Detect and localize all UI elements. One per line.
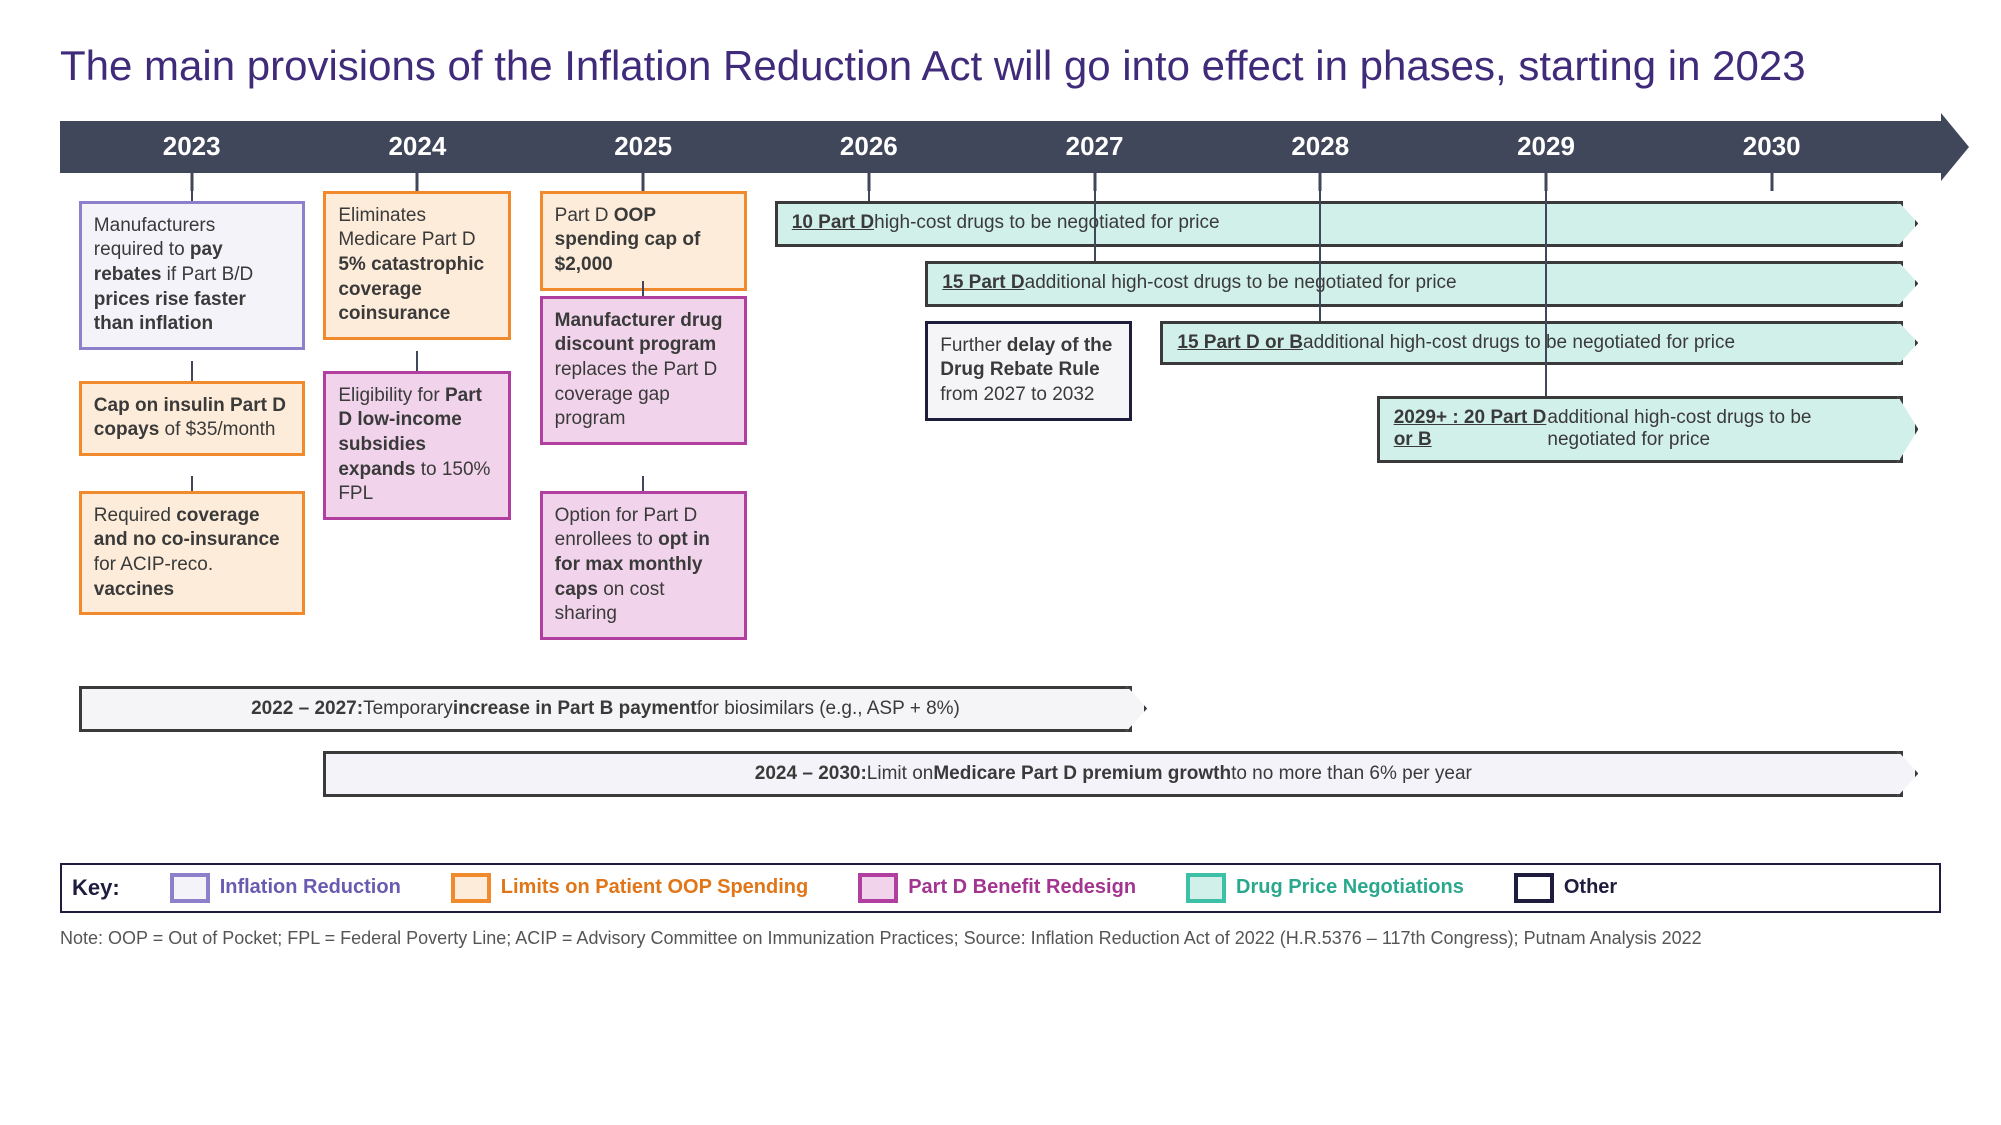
tick (416, 173, 419, 191)
tick (190, 173, 193, 191)
connector (1545, 191, 1547, 396)
tick (1093, 173, 1096, 191)
tick (867, 173, 870, 191)
box-2023-rebates: Manufacturers required to pay rebates if… (79, 201, 305, 350)
bar-biosimilars: 2022 – 2027: Temporary increase in Part … (79, 686, 1132, 732)
legend-item-inflation: Inflation Reduction (170, 873, 401, 903)
year-label: 2024 (388, 131, 446, 162)
year-label: 2030 (1743, 131, 1801, 162)
box-2027-rebaterule: Further delay of the Drug Rebate Rule fr… (925, 321, 1132, 421)
year-label: 2027 (1066, 131, 1124, 162)
legend-item-oop: Limits on Patient OOP Spending (451, 873, 808, 903)
connector (416, 351, 418, 371)
box-2025-oopcap: Part D OOP spending cap of $2,000 (540, 191, 747, 291)
box-2024-lowincome: Eligibility for Part D low-income subsid… (323, 371, 511, 520)
legend-text: Limits on Patient OOP Spending (501, 876, 808, 899)
connector (191, 361, 193, 381)
connector (191, 476, 193, 491)
tick (1544, 173, 1547, 191)
legend-label: Key: (72, 875, 120, 901)
legend-text: Drug Price Negotiations (1236, 876, 1464, 899)
tick (1770, 173, 1773, 191)
tick (1319, 173, 1322, 191)
bar-2026-10partd: 10 Part D high-cost drugs to be negotiat… (775, 201, 1904, 247)
timeline: 2023 2024 2025 2026 2027 2028 2029 2030 Manufac… (60, 121, 1941, 851)
legend-text: Other (1564, 876, 1617, 899)
legend-item-negotiate: Drug Price Negotiations (1186, 873, 1464, 903)
year-label: 2028 (1291, 131, 1349, 162)
connector (642, 476, 644, 491)
year-label: 2029 (1517, 131, 1575, 162)
swatch-icon (1186, 873, 1226, 903)
year-label: 2025 (614, 131, 672, 162)
swatch-icon (451, 873, 491, 903)
legend-item-other: Other (1514, 873, 1617, 903)
year-label: 2026 (840, 131, 898, 162)
box-2025-discount: Manufacturer drug discount program repla… (540, 296, 747, 445)
box-2023-insulin: Cap on insulin Part D copays of $35/mont… (79, 381, 305, 456)
footnote: Note: OOP = Out of Pocket; FPL = Federal… (60, 927, 1941, 950)
year-label: 2023 (163, 131, 221, 162)
bar-2027-15partd: 15 Part D additional high-cost drugs to … (925, 261, 1903, 307)
connector (868, 191, 870, 201)
legend: Key: Inflation Reduction Limits on Patie… (60, 863, 1941, 913)
swatch-icon (170, 873, 210, 903)
bar-2029-20partdb: 2029+ : 20 Part D or B additional high-c… (1377, 396, 1904, 464)
tick (642, 173, 645, 191)
timeline-header: 2023 2024 2025 2026 2027 2028 2029 2030 (60, 121, 1941, 173)
legend-text: Inflation Reduction (220, 876, 401, 899)
box-2023-vaccines: Required coverage and no co-insurance fo… (79, 491, 305, 616)
connector (1319, 191, 1321, 321)
connector (1094, 191, 1096, 261)
connector (642, 281, 644, 296)
legend-text: Part D Benefit Redesign (908, 876, 1136, 899)
swatch-icon (1514, 873, 1554, 903)
box-2025-optin: Option for Part D enrollees to opt in fo… (540, 491, 747, 640)
bar-2028-15partdb: 15 Part D or B additional high-cost drug… (1160, 321, 1903, 366)
box-2024-catastrophic: Eliminates Medicare Part D 5% catastroph… (323, 191, 511, 340)
page-title: The main provisions of the Inflation Red… (60, 40, 1941, 93)
timeline-content: Manufacturers required to pay rebates if… (60, 191, 1941, 851)
legend-item-redesign: Part D Benefit Redesign (858, 873, 1136, 903)
bar-premium-growth: 2024 – 2030: Limit on Medicare Part D pr… (323, 751, 1903, 797)
connector (191, 191, 193, 201)
swatch-icon (858, 873, 898, 903)
